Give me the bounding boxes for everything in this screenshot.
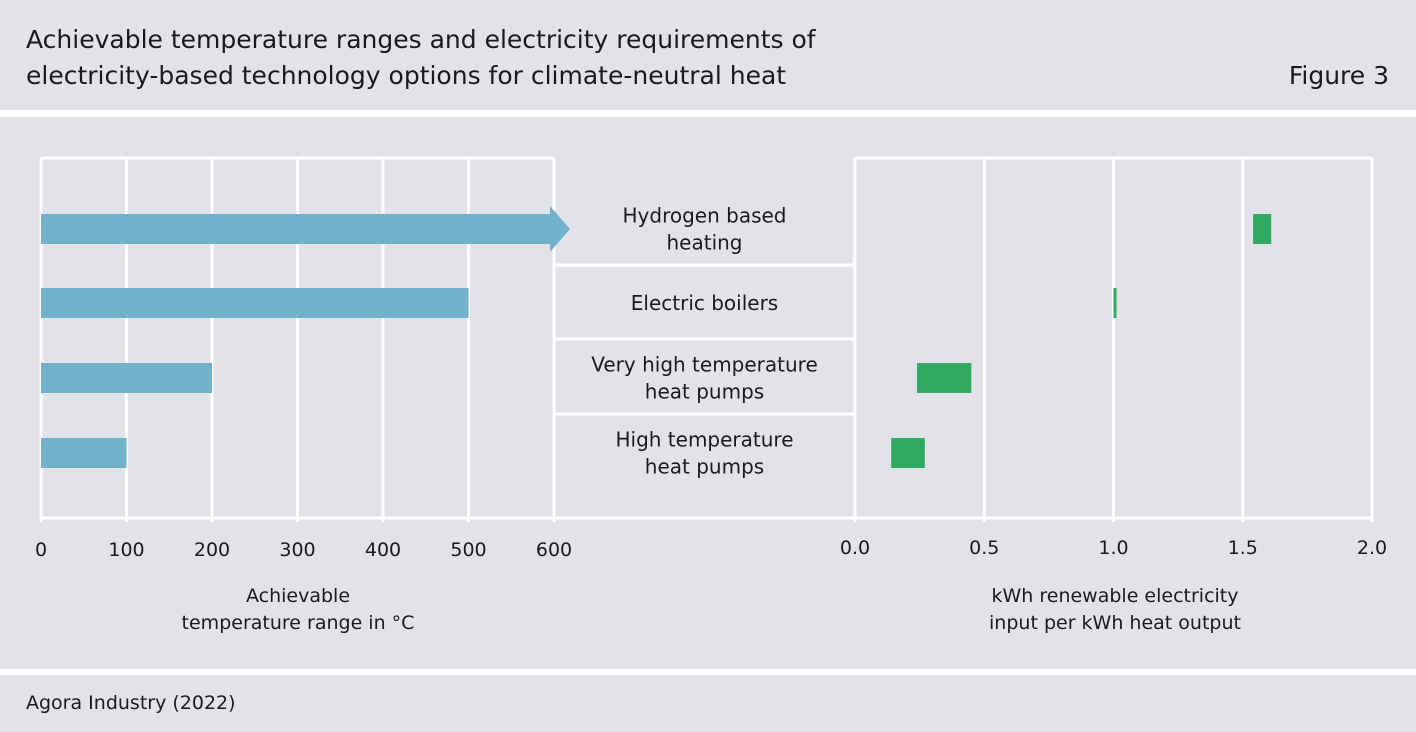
electricity-range-bar <box>891 438 925 468</box>
source-note: Agora Industry (2022) <box>26 692 236 714</box>
category-label: Electric boilers <box>631 291 778 315</box>
chart-area: Hydrogen based heating Electric boilers Ver… <box>0 117 1416 669</box>
elec-tick-label: 2.0 <box>1357 537 1387 559</box>
elec-tick-label: 0.0 <box>840 537 870 559</box>
category-label: heating <box>666 231 742 255</box>
temp-tick-label: 100 <box>108 539 144 561</box>
temperature-range-bar <box>41 288 469 318</box>
chart-svg: Hydrogen based heating Electric boilers Ver… <box>35 156 1387 634</box>
temp-axis-title: temperature range in °C <box>182 612 415 634</box>
temperature-range-bar <box>41 438 127 468</box>
temp-tick-label: 300 <box>279 539 315 561</box>
category-label: heat pumps <box>645 455 764 479</box>
elec-axis-title: kWh renewable electricity <box>992 585 1239 607</box>
electricity-range-bar <box>917 363 972 393</box>
electricity-range-bar <box>1253 214 1272 244</box>
temperature-range-bar <box>41 363 212 393</box>
chart-title-line-1: Achievable temperature ranges and electr… <box>26 25 816 54</box>
chart-title: Achievable temperature ranges and electr… <box>26 22 926 94</box>
temp-tick-label: 200 <box>194 539 230 561</box>
temp-tick-label: 400 <box>365 539 401 561</box>
temperature-range-arrow <box>41 206 570 252</box>
category-label: heat pumps <box>645 380 764 404</box>
footer: Agora Industry (2022) <box>0 675 1416 732</box>
elec-axis-title: input per kWh heat output <box>989 612 1241 634</box>
elec-tick-label: 1.5 <box>1228 537 1258 559</box>
header: Achievable temperature ranges and electr… <box>0 0 1416 110</box>
temp-axis-title: Achievable <box>246 585 350 607</box>
category-label: Hydrogen based <box>623 204 787 228</box>
category-label: Very high temperature <box>591 353 818 377</box>
temp-tick-label: 500 <box>450 539 486 561</box>
figure-label: Figure 3 <box>1288 61 1389 90</box>
temp-tick-label: 600 <box>536 539 572 561</box>
category-label: High temperature <box>615 428 793 452</box>
elec-tick-label: 1.0 <box>1098 537 1128 559</box>
electricity-range-bar <box>1113 288 1117 318</box>
temp-tick-label: 0 <box>35 539 47 561</box>
chart-title-line-2: electricity-based technology options for… <box>26 61 787 90</box>
elec-tick-label: 0.5 <box>969 537 999 559</box>
